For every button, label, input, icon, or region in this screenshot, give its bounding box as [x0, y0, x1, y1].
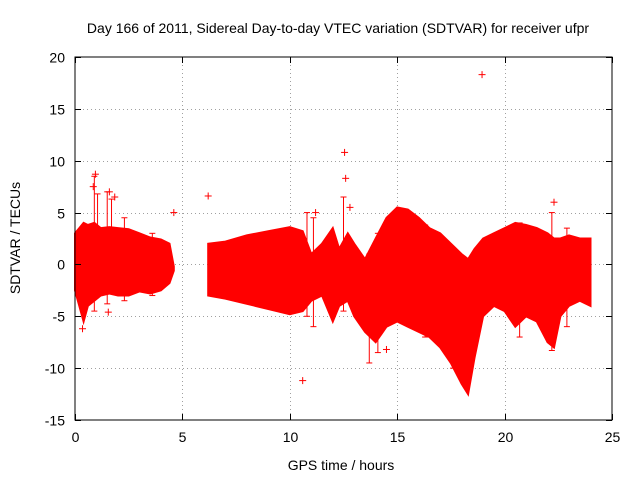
data-point: [312, 209, 320, 217]
y-tick-label: 10: [49, 154, 65, 170]
axis-ticks: 0 5 10 15 20 25 -15 -10 -5 0 5 10 15 20: [45, 50, 621, 446]
data-markers: [79, 71, 558, 385]
y-tick-label: 5: [57, 206, 65, 222]
data-point: [104, 308, 112, 316]
x-tick-label: 5: [179, 429, 187, 445]
x-tick-label: 25: [605, 429, 621, 445]
envelope-band: [207, 206, 592, 397]
x-tick-label: 10: [283, 429, 299, 445]
error-bars: [91, 175, 570, 369]
data-point: [382, 345, 390, 353]
x-axis-title: GPS time / hours: [288, 457, 395, 473]
data-point: [111, 193, 119, 201]
data-point: [346, 203, 354, 211]
data-point: [478, 71, 486, 79]
y-tick-label: -5: [53, 309, 66, 325]
y-tick-label: 0: [57, 257, 65, 273]
data-point: [204, 192, 212, 200]
x-tick-label: 20: [498, 429, 514, 445]
plot-frame: [74, 56, 613, 421]
data-point: [91, 170, 99, 178]
data-point: [299, 377, 307, 385]
x-tick-label: 15: [390, 429, 406, 445]
x-tick-label: 0: [72, 429, 80, 445]
y-tick-label: -15: [45, 413, 65, 429]
chart-title: Day 166 of 2011, Sidereal Day-to-day VTE…: [87, 20, 589, 36]
data-point: [105, 188, 113, 196]
y-tick-label: 15: [49, 102, 65, 118]
data-point: [550, 198, 558, 206]
data-point: [79, 325, 87, 333]
y-axis-title: SDTVAR / TECUs: [7, 182, 23, 294]
y-tick-label: 20: [49, 50, 65, 66]
data-point: [395, 312, 403, 320]
data-point: [170, 209, 178, 217]
data-point: [341, 148, 349, 156]
y-tick-label: -10: [45, 361, 65, 377]
data-point: [342, 174, 350, 182]
data-point: [89, 183, 97, 191]
